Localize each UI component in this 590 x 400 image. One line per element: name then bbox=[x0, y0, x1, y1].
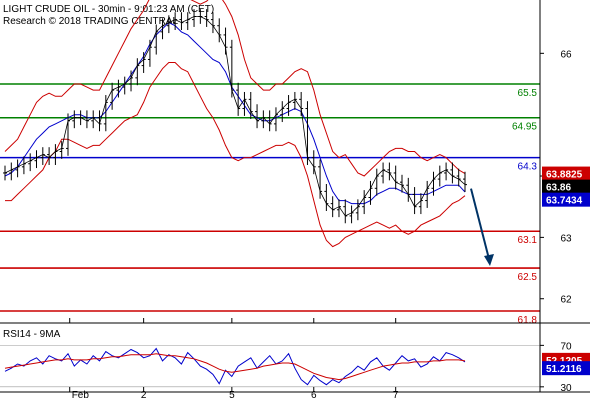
level-label-3: 63.1 bbox=[518, 235, 538, 246]
x-tick-label-2: 5 bbox=[229, 390, 235, 400]
rsi-series-rsi-ma bbox=[4, 353, 466, 381]
y-tick-label-2: 63 bbox=[560, 233, 572, 244]
current-price-tag-box bbox=[542, 179, 590, 194]
lower-band-tag-box bbox=[542, 192, 590, 207]
level-label-2: 64.3 bbox=[518, 162, 538, 173]
rsi-value-tag-label: 51.2116 bbox=[546, 364, 582, 375]
x-tick-label-0: Feb bbox=[72, 390, 90, 400]
upper-band-tag-box bbox=[542, 166, 590, 181]
rsi-panel-title: RSI14 - 9MA bbox=[3, 329, 61, 340]
level-label-0: 65.5 bbox=[518, 88, 538, 99]
x-tick-label-4: 7 bbox=[393, 390, 399, 400]
current-price-tag-label: 63.86 bbox=[546, 183, 571, 194]
projection-arrow-line bbox=[470, 188, 490, 260]
rsi-tick-label-1: 30 bbox=[560, 383, 572, 394]
level-label-1: 64.95 bbox=[512, 122, 537, 133]
rsi-tick-label-0: 70 bbox=[560, 341, 572, 352]
chart-subtitle: Research © 2018 TRADING CENTRAL bbox=[3, 16, 178, 27]
projection-arrow-head bbox=[484, 253, 494, 266]
y-tick-label-0: 66 bbox=[560, 49, 572, 60]
series-moving-average bbox=[4, 21, 466, 205]
lower-band-tag-label: 63.7434 bbox=[546, 196, 583, 207]
chart-title: LIGHT CRUDE OIL - 30min - 9:01:23 AM (CE… bbox=[3, 4, 214, 15]
series-upper-band bbox=[4, 0, 466, 177]
rsi-value-tag-box bbox=[542, 361, 590, 376]
level-label-5: 61.8 bbox=[518, 315, 538, 326]
rsi-panel bbox=[0, 345, 540, 388]
price-panel: 65.5 64.95 64.3 63.1 62.5 61.8 bbox=[0, 0, 540, 326]
upper-band-tag-label: 63.8825 bbox=[546, 170, 583, 181]
y-tick-label-3: 62 bbox=[560, 295, 572, 306]
level-label-4: 62.5 bbox=[518, 272, 538, 283]
x-tick-label-1: 2 bbox=[141, 390, 147, 400]
series-lower-band bbox=[5, 62, 466, 248]
x-tick-label-3: 6 bbox=[311, 390, 317, 400]
series-price bbox=[4, 16, 466, 217]
